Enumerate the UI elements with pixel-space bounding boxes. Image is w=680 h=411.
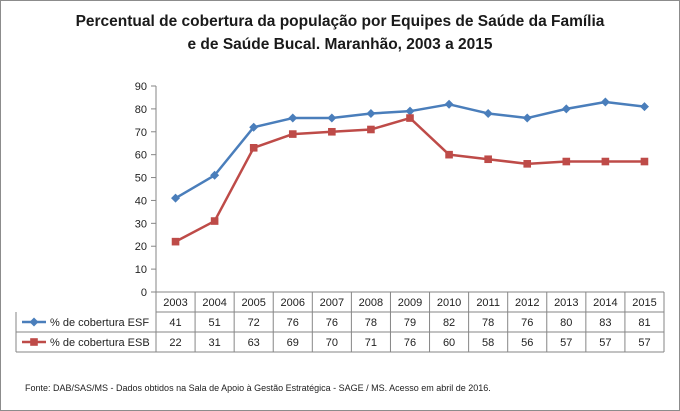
table-value-esf: 76 [287,317,299,329]
x-tick-label: 2013 [554,297,578,309]
data-point-esb [171,237,180,246]
chart-title-line-2: e de Saúde Bucal. Maranhão, 2003 a 2015 [187,36,493,53]
table-value-esf: 72 [248,317,260,329]
data-point-esb [288,130,297,138]
y-tick-label: 0 [141,287,147,299]
x-tick-label: 2009 [398,297,422,309]
y-tick-label: 80 [135,104,147,116]
data-point-esf [483,108,493,118]
x-tick-label: 2008 [359,297,383,309]
x-tick-label: 2004 [202,297,226,309]
x-tick-label: 2012 [515,297,539,309]
legend-label-esf: % de cobertura ESF [50,317,149,329]
data-point-esb [328,127,336,136]
table-value-esb: 57 [599,337,611,349]
table-value-esb: 22 [169,337,181,349]
legend-label-esb: % de cobertura ESB [50,337,150,349]
data-point-esf [366,108,376,118]
data-point-esf [405,106,415,116]
data-point-esb [210,217,219,225]
x-tick-label: 2005 [241,297,265,309]
data-point-esb [523,160,532,168]
chart-title-line-1: Percentual de cobertura da população por… [75,13,605,30]
table-value-esb: 63 [248,337,260,349]
x-tick-label: 2006 [281,297,305,309]
table-value-esf: 81 [638,317,650,329]
table-value-esb: 56 [521,337,533,349]
data-point-esb [367,125,375,134]
source-note: Fonte: DAB/SAS/MS - Dados obtidos na Sal… [25,383,491,393]
table-value-esb: 76 [404,337,416,349]
table-value-esb: 58 [482,337,494,349]
data-point-esb [249,144,258,152]
table-value-esb: 71 [365,337,377,349]
data-point-esf [171,193,181,203]
data-point-esb [406,114,414,122]
table-value-esb: 70 [326,337,338,349]
table-value-esb: 57 [638,337,650,349]
x-tick-label: 2014 [593,297,617,309]
table-value-esf: 78 [482,317,494,329]
data-point-esb [562,157,571,166]
table-value-esf: 76 [326,317,338,329]
data-point-esf [327,113,337,123]
table-value-esb: 31 [208,337,220,349]
table-value-esf: 78 [365,317,377,329]
legend-key-marker-esb [30,338,38,346]
data-point-esf [444,99,454,109]
data-point-esf [288,113,298,123]
y-tick-label: 20 [135,241,147,253]
data-point-esf [561,104,571,114]
table-value-esf: 79 [404,317,416,329]
y-tick-label: 30 [135,218,147,230]
data-point-esb [601,157,610,166]
data-point-esf [249,122,259,132]
x-tick-label: 2015 [632,297,656,309]
data-point-esb [484,155,492,164]
y-tick-label: 50 [135,173,147,185]
table-value-esb: 60 [443,337,455,349]
x-tick-label: 2007 [320,297,344,309]
y-tick-label: 40 [135,195,147,207]
y-tick-label: 60 [135,150,147,162]
x-tick-label: 2011 [476,297,500,309]
chart-title: Percentual de cobertura da população por… [1,10,679,56]
data-point-esf [600,97,610,107]
data-point-esf [210,170,220,180]
table-value-esf: 82 [443,317,455,329]
x-tick-label: 2010 [437,297,461,309]
table-value-esf: 51 [208,317,220,329]
y-tick-label: 10 [135,264,147,276]
x-tick-label: 2003 [163,297,187,309]
table-value-esf: 80 [560,317,572,329]
table-value-esb: 57 [560,337,572,349]
data-point-esf [639,102,649,112]
y-tick-label: 70 [135,127,147,139]
table-value-esf: 83 [599,317,611,329]
data-point-esf [522,113,532,123]
table-value-esf: 76 [521,317,533,329]
data-point-esb [445,150,453,159]
y-tick-label: 90 [135,81,147,93]
data-point-esb [640,157,649,166]
table-value-esf: 41 [169,317,181,329]
legend-key-marker-esf [29,317,39,327]
table-value-esb: 69 [287,337,299,349]
